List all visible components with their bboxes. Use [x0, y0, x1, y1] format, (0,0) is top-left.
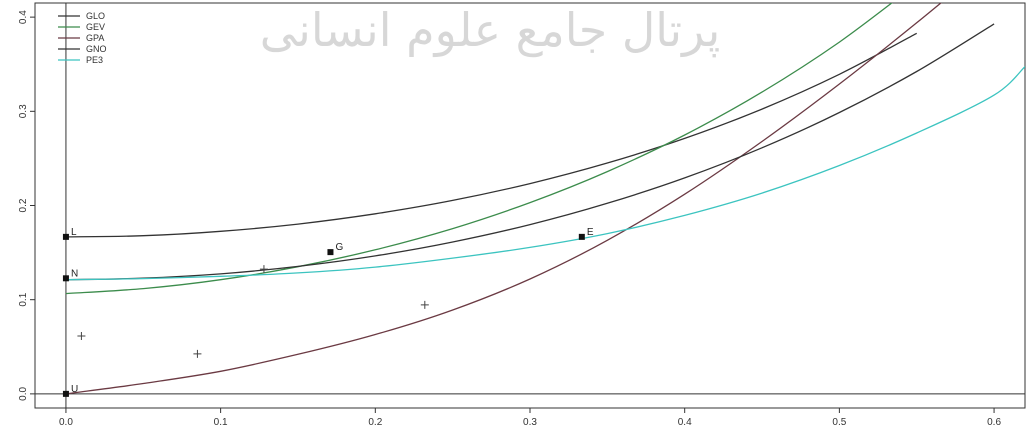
x-tick-label: 0.1 [214, 417, 228, 428]
reference-lines [35, 3, 1025, 408]
sample-point-3 [259, 265, 268, 274]
point-e [578, 233, 585, 240]
watermark-text: پرتال جامع علوم انسانی [260, 3, 721, 58]
sample-point-4 [420, 300, 429, 309]
y-tick-label: 0.4 [18, 10, 29, 24]
y-tick-label: 0.2 [18, 198, 29, 212]
series-line-glo [65, 32, 918, 238]
series-lines [65, 3, 1025, 395]
y-tick-label: 0.1 [18, 292, 29, 306]
legend-label-gpa: GPA [86, 33, 104, 43]
x-tick-label: 0.5 [832, 417, 846, 428]
x-axis: 0.0 0.1 0.2 0.3 0.4 0.5 0.6 [59, 408, 1001, 428]
x-tick-label: 0.3 [523, 417, 537, 428]
x-tick-label: 0.2 [368, 417, 382, 428]
y-tick-label: 0.3 [18, 104, 29, 118]
point-label-e: E [587, 227, 594, 238]
legend-label-gev: GEV [86, 22, 105, 32]
y-tick-label: 0.0 [18, 386, 29, 400]
series-line-gpa [65, 3, 942, 395]
y-axis: 0.0 0.1 0.2 0.3 0.4 [18, 10, 35, 401]
plot-frame [34, 2, 1026, 409]
series-line-gno [65, 23, 995, 281]
x-tick-label: 0.4 [678, 417, 692, 428]
point-label-g: G [335, 242, 343, 253]
point-label-l: L [71, 227, 77, 238]
point-marks: L N U G E [62, 227, 594, 397]
legend-label-gno: GNO [86, 44, 107, 54]
point-n [62, 275, 69, 282]
sample-point-2 [193, 349, 202, 358]
point-u [62, 390, 69, 397]
point-l [62, 233, 69, 240]
legend-label-glo: GLO [86, 11, 105, 21]
series-line-gev [65, 3, 893, 295]
x-tick-label: 0.6 [987, 417, 1001, 428]
legend-label-pe3: PE3 [86, 55, 103, 65]
x-tick-label: 0.0 [59, 417, 73, 428]
point-label-u: U [71, 384, 78, 395]
point-g [327, 249, 334, 256]
point-label-n: N [71, 268, 78, 279]
series-line-pe3 [65, 66, 1025, 281]
sample-point-1 [77, 331, 86, 340]
